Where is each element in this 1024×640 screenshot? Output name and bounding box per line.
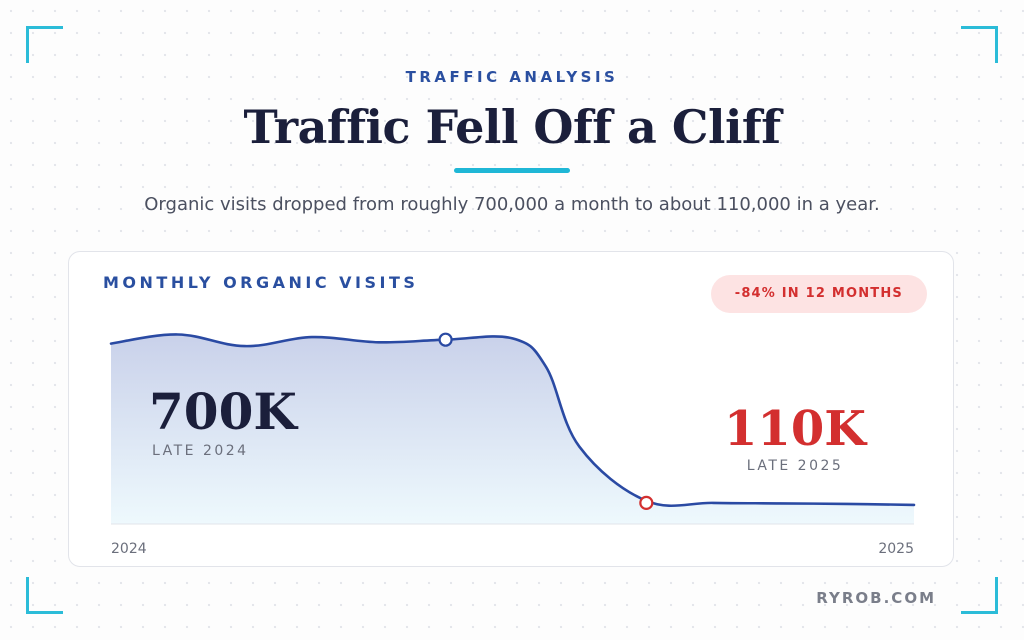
x-tick-label-end: 2025 bbox=[878, 541, 914, 557]
chart-card: MONTHLY ORGANIC VISITS -84% IN 12 MONTHS… bbox=[68, 251, 954, 567]
corner-bracket-bottom-right bbox=[961, 577, 998, 614]
chart-title: MONTHLY ORGANIC VISITS bbox=[103, 273, 419, 292]
eyebrow-label: TRAFFIC ANALYSIS bbox=[405, 68, 619, 86]
title-underline bbox=[454, 168, 570, 173]
corner-bracket-top-left bbox=[26, 26, 63, 63]
x-tick-label-start: 2024 bbox=[111, 541, 147, 557]
change-badge: -84% IN 12 MONTHS bbox=[710, 275, 927, 313]
marker-start-point bbox=[438, 332, 453, 347]
end-period-label: LATE 2025 bbox=[747, 458, 844, 474]
page-subtitle: Organic visits dropped from roughly 700,… bbox=[144, 194, 880, 215]
start-period-label: LATE 2024 bbox=[152, 443, 249, 459]
corner-bracket-bottom-left bbox=[26, 577, 63, 614]
corner-bracket-top-right bbox=[961, 26, 998, 63]
page-title: Traffic Fell Off a Cliff bbox=[243, 100, 782, 154]
area-fill bbox=[111, 334, 914, 524]
footer-brand: RYROB.COM bbox=[816, 589, 936, 607]
marker-end-point bbox=[639, 495, 654, 510]
series-line bbox=[109, 333, 916, 508]
start-value-label: 700K bbox=[149, 382, 298, 441]
end-value-label: 110K bbox=[724, 401, 868, 457]
traffic-chart: 700K LATE 2024 110K LATE 2025 2024 2025 bbox=[109, 332, 916, 557]
